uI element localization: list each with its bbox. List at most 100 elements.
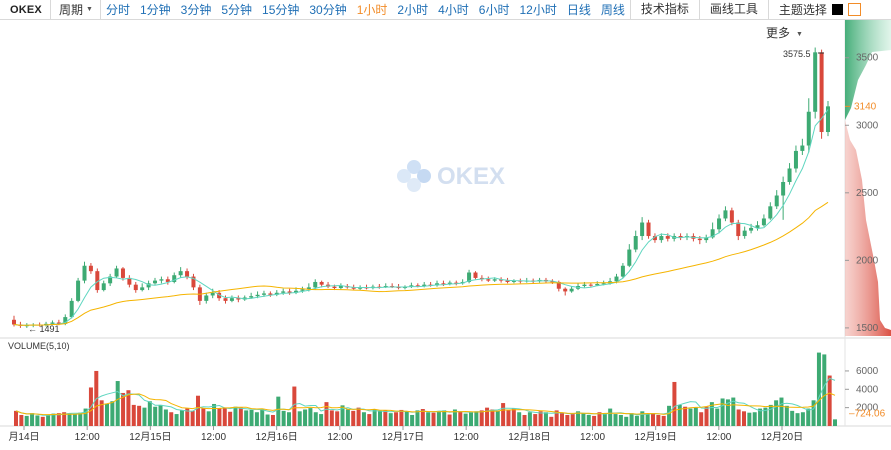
candle[interactable] <box>781 176 786 220</box>
candle[interactable] <box>108 273 113 287</box>
timeframe-tab-12[interactable]: 周线 <box>600 3 625 17</box>
volume-bar[interactable] <box>474 411 479 426</box>
more-button[interactable]: 更多 <box>766 26 790 40</box>
candle[interactable] <box>133 281 138 293</box>
candle[interactable] <box>800 138 805 155</box>
volume-bar[interactable] <box>356 407 361 426</box>
volume-bar[interactable] <box>618 414 623 426</box>
candle[interactable] <box>435 280 440 287</box>
volume-bar[interactable] <box>287 412 291 426</box>
timeframe-tab-5[interactable]: 30分钟 <box>309 3 347 17</box>
volume-bar[interactable] <box>833 419 837 426</box>
volume-bar[interactable] <box>634 415 639 426</box>
volume-bar[interactable] <box>313 412 318 426</box>
volume-bar[interactable] <box>254 412 259 426</box>
volume-bar[interactable] <box>292 386 297 426</box>
volume-bar[interactable] <box>169 412 174 426</box>
candle[interactable] <box>236 295 241 303</box>
candle[interactable] <box>326 281 331 289</box>
volume-bar[interactable] <box>602 414 607 426</box>
volume-bar[interactable] <box>238 407 243 426</box>
candle[interactable] <box>76 277 81 303</box>
volume-bar[interactable] <box>752 412 757 426</box>
volume-bar[interactable] <box>158 404 163 426</box>
candle[interactable] <box>223 295 228 304</box>
candle[interactable] <box>460 279 465 285</box>
candle[interactable] <box>217 290 222 301</box>
volume-bar[interactable] <box>811 400 816 426</box>
volume-bar[interactable] <box>533 414 538 426</box>
volume-bar[interactable] <box>276 396 281 426</box>
volume-bar[interactable] <box>378 411 382 426</box>
volume-bar[interactable] <box>179 410 184 426</box>
volume-bar[interactable] <box>233 406 238 426</box>
volume-bar[interactable] <box>501 403 506 426</box>
volume-bar[interactable] <box>768 404 773 426</box>
timeframe-tab-4[interactable]: 15分钟 <box>262 3 300 17</box>
volume-bar[interactable] <box>511 408 516 426</box>
volume-bar[interactable] <box>479 410 484 426</box>
volume-bar[interactable] <box>51 413 56 426</box>
volume-bar[interactable] <box>372 409 377 426</box>
volume-bar[interactable] <box>40 416 45 426</box>
volume-bar[interactable] <box>110 401 115 426</box>
candle[interactable] <box>153 277 158 285</box>
volume-bar[interactable] <box>645 414 650 426</box>
volume-bar[interactable] <box>431 412 436 426</box>
candle[interactable] <box>524 277 529 283</box>
volume-bar[interactable] <box>297 411 302 426</box>
candle[interactable] <box>569 286 574 293</box>
volume-bar[interactable] <box>163 409 168 426</box>
timeframe-tab-9[interactable]: 6小时 <box>478 3 510 17</box>
candle[interactable] <box>819 49 824 139</box>
timeframe-tab-11[interactable]: 日线 <box>566 3 591 17</box>
timeframe-tab-6[interactable]: 1小时 <box>356 3 388 17</box>
volume-bar[interactable] <box>463 413 468 426</box>
drawing-tools-button[interactable]: 画线工具 <box>698 0 768 19</box>
volume-bar[interactable] <box>56 413 61 426</box>
candle[interactable] <box>479 275 484 282</box>
candle[interactable] <box>640 217 645 241</box>
candle[interactable] <box>114 265 119 278</box>
volume-bar[interactable] <box>447 414 452 426</box>
volume-bar[interactable] <box>335 411 340 426</box>
candle[interactable] <box>486 276 491 282</box>
volume-bar[interactable] <box>351 410 356 426</box>
volume-bar[interactable] <box>725 399 730 426</box>
timeframe-tab-0[interactable]: 分时 <box>105 3 130 17</box>
volume-bar[interactable] <box>452 409 457 426</box>
candle[interactable] <box>120 267 125 281</box>
volume-bar[interactable] <box>661 415 666 426</box>
volume-bar[interactable] <box>774 400 779 426</box>
candle[interactable] <box>88 263 93 274</box>
volume-bar[interactable] <box>147 401 152 426</box>
candle[interactable] <box>370 284 375 290</box>
volume-bar[interactable] <box>699 412 704 426</box>
volume-bar[interactable] <box>779 397 784 426</box>
candle[interactable] <box>723 206 728 222</box>
candle[interactable] <box>69 298 74 319</box>
volume-bar[interactable] <box>742 411 746 426</box>
volume-bar[interactable] <box>249 409 254 426</box>
volume-bar[interactable] <box>758 408 763 426</box>
volume-bar[interactable] <box>517 412 522 426</box>
volume-bar[interactable] <box>78 412 83 426</box>
volume-bar[interactable] <box>329 410 334 426</box>
volume-bar[interactable] <box>190 410 195 426</box>
candle[interactable] <box>313 279 318 290</box>
volume-bar[interactable] <box>554 410 559 426</box>
volume-bar[interactable] <box>415 410 420 426</box>
volume-bar[interactable] <box>115 381 120 426</box>
volume-bar[interactable] <box>704 406 709 426</box>
candle[interactable] <box>793 145 798 173</box>
volume-bar[interactable] <box>458 411 463 426</box>
timeframe-tab-3[interactable]: 5分钟 <box>221 3 253 17</box>
volume-bar[interactable] <box>822 354 827 426</box>
candle[interactable] <box>204 292 209 304</box>
volume-bar[interactable] <box>538 411 543 426</box>
timeframe-tab-10[interactable]: 12小时 <box>519 3 557 17</box>
volume-bar[interactable] <box>565 414 570 426</box>
volume-bar[interactable] <box>388 413 393 426</box>
candle[interactable] <box>620 263 625 278</box>
candle[interactable] <box>409 282 414 289</box>
